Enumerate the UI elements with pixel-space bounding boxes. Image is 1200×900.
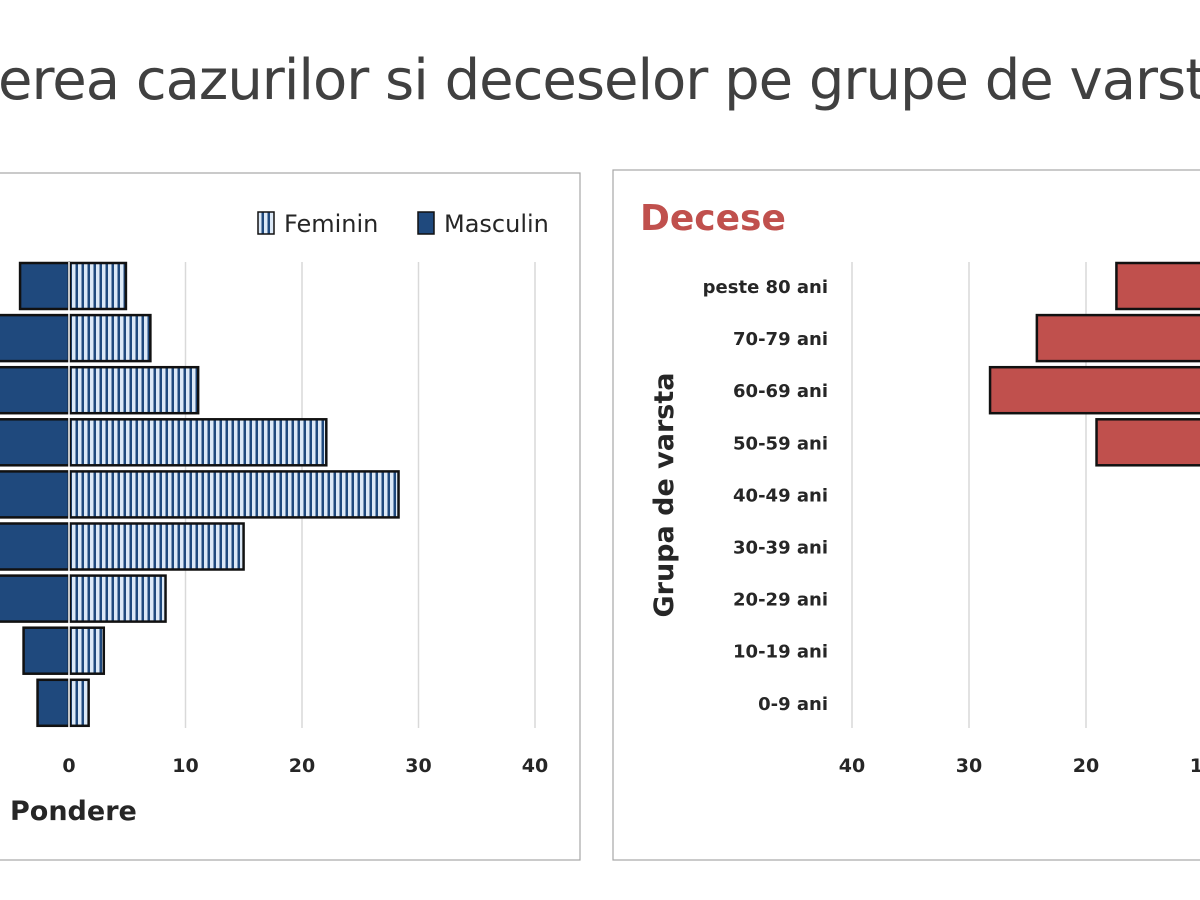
x-tick-label: 20 <box>289 755 315 777</box>
y-axis-title: Grupa de varsta <box>649 372 680 617</box>
bar-feminin <box>68 522 245 571</box>
bar-feminin <box>68 574 167 623</box>
bar-feminin <box>68 626 106 675</box>
x-tick-label: 0 <box>62 755 75 777</box>
bar-masculin <box>0 522 71 571</box>
x-tick-label: 30 <box>405 755 431 777</box>
legend-masculin-swatch <box>417 211 435 235</box>
bar-feminin <box>68 470 400 519</box>
x-tick-label: 30 <box>956 755 982 777</box>
bar-feminin <box>68 365 200 415</box>
bar-decese <box>1115 261 1200 311</box>
slide-title: erea cazurilor si deceselor pe grupe de … <box>0 48 1200 113</box>
bar-masculin <box>0 313 71 363</box>
bar-masculin <box>36 678 71 728</box>
bar-masculin <box>0 470 71 519</box>
y-category-label: 40-49 ani <box>733 485 828 506</box>
bar-feminin <box>68 313 152 363</box>
bar-feminin <box>68 418 328 467</box>
bar-decese <box>1035 313 1200 363</box>
bar-feminin <box>68 261 128 311</box>
y-category-label: 20-29 ani <box>733 590 828 611</box>
legend-feminin-swatch <box>257 211 275 235</box>
y-category-label: 60-69 ani <box>733 381 828 402</box>
right-chart-frame <box>612 169 1200 861</box>
y-category-label: 70-79 ani <box>733 329 828 350</box>
bar-feminin <box>68 678 90 728</box>
bar-decese <box>988 365 1200 415</box>
y-category-label: 0-9 ani <box>758 694 828 715</box>
x-tick-label: 40 <box>839 755 865 777</box>
x-tick-label: 20 <box>1073 755 1099 777</box>
y-category-label: 30-39 ani <box>733 538 828 559</box>
bar-decese <box>1095 418 1200 467</box>
legend-masculin-label: Masculin <box>444 210 549 238</box>
x-axis-title: Pondere <box>10 796 137 827</box>
legend-feminin-label: Feminin <box>284 210 378 238</box>
bar-masculin <box>18 261 71 311</box>
x-tick-label: 40 <box>522 755 548 777</box>
x-tick-label: 10 <box>1190 755 1200 777</box>
bar-masculin <box>0 418 71 467</box>
y-category-label: peste 80 ani <box>703 277 828 298</box>
bar-masculin <box>0 365 71 415</box>
chart-title-decese: Decese <box>640 198 786 239</box>
bar-masculin <box>22 626 71 675</box>
y-category-label: 10-19 ani <box>733 642 828 663</box>
y-category-label: 50-59 ani <box>733 433 828 454</box>
x-tick-label: 10 <box>172 755 198 777</box>
bar-masculin <box>0 574 71 623</box>
